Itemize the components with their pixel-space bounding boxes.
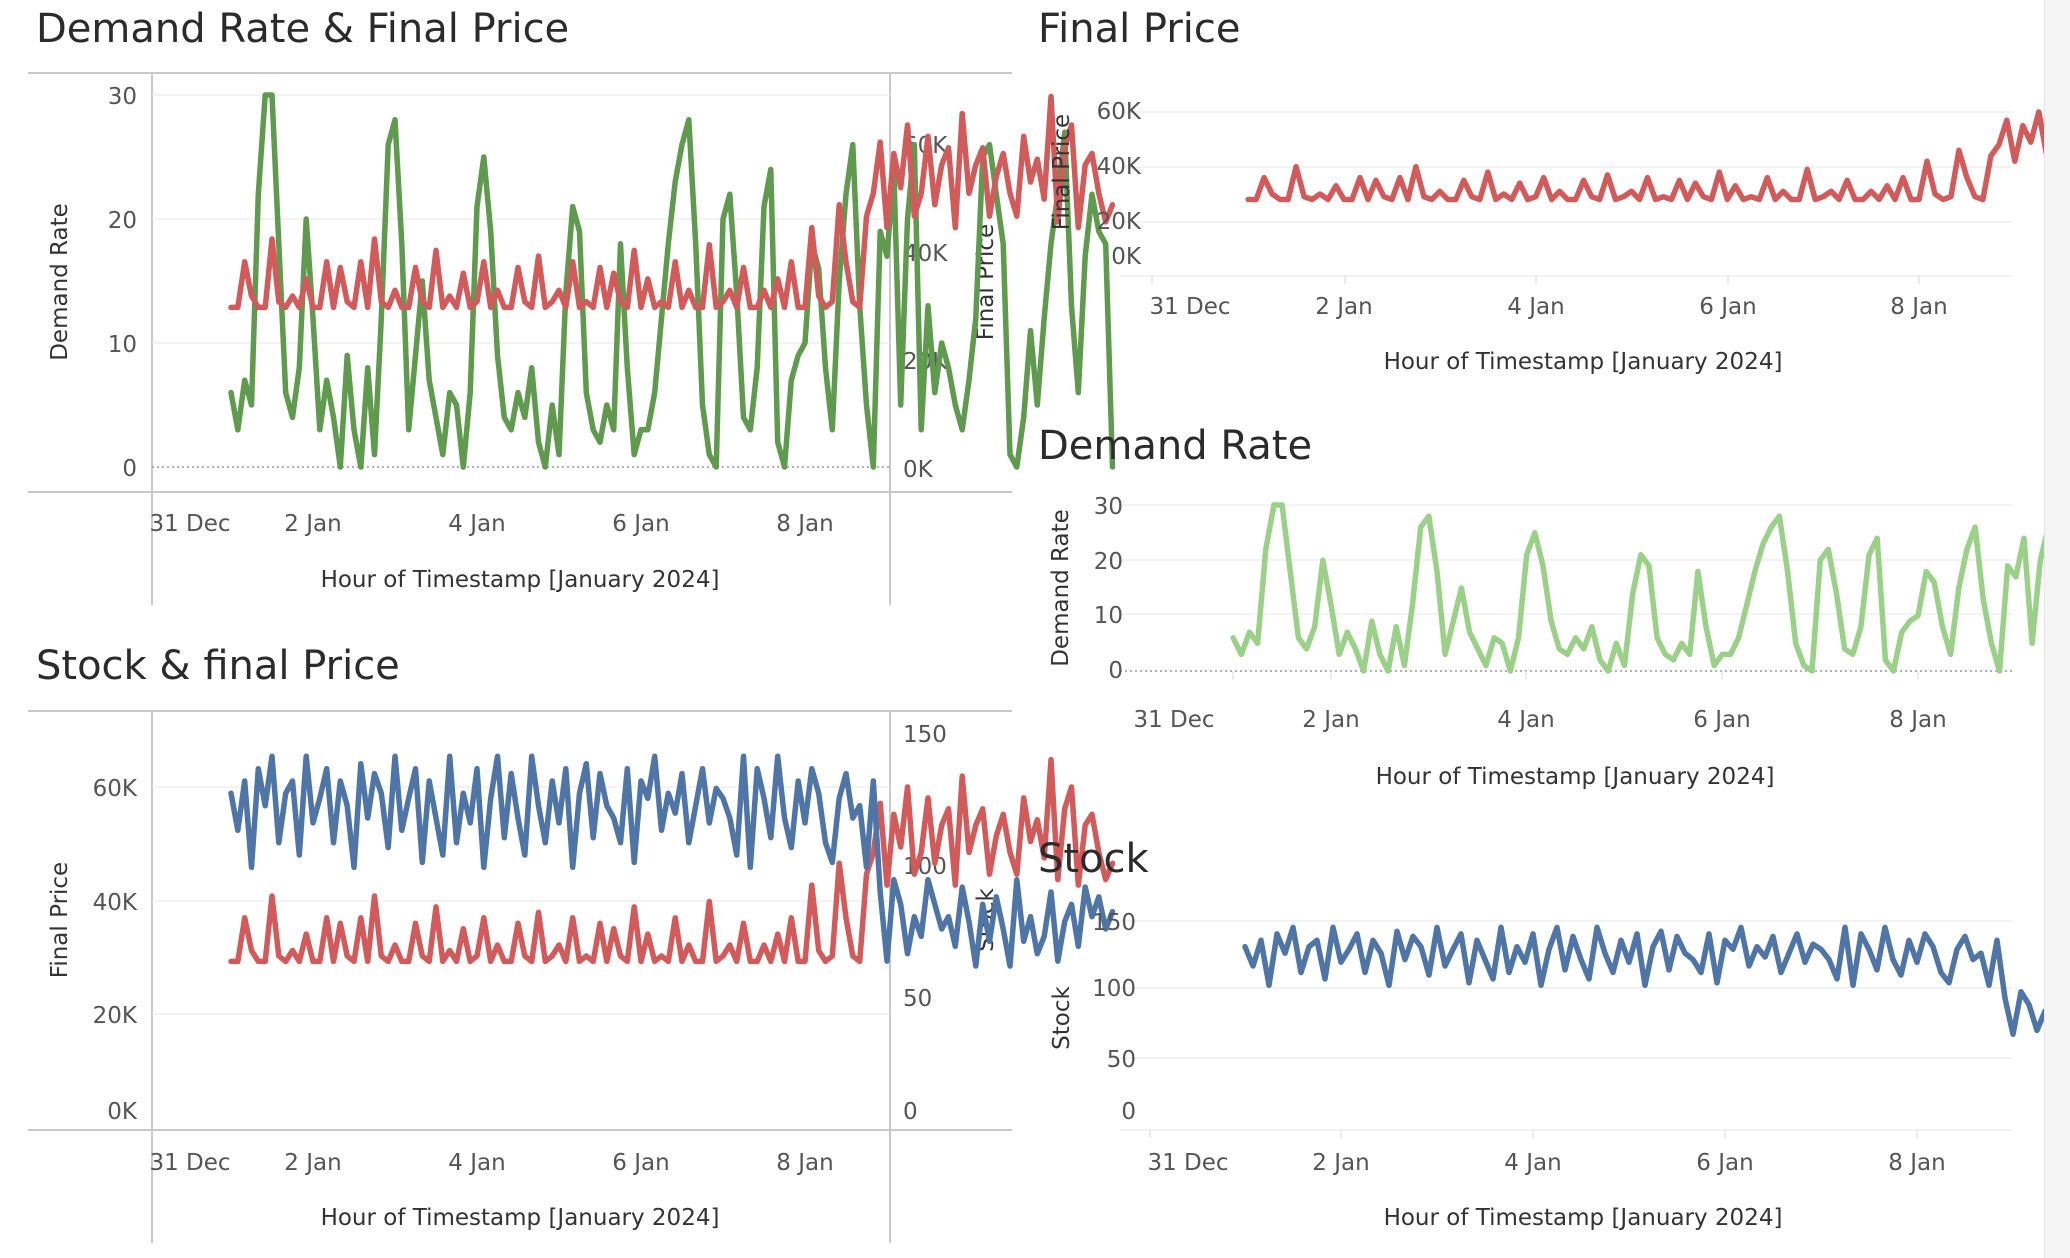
y2-tick-label: 100 [903,854,947,880]
x-tick-label: 6 Jan [612,511,669,537]
y-tick-label: 0 [1121,1099,1136,1125]
chart-final-price: Final Price 60K 40K 20K 0K Final Price 3… [1038,6,2044,375]
x-tick-label: 4 Jan [1497,707,1554,733]
chart-stock: Stock 150 100 50 0 Stock 31 Dec 2 Jan 4 … [1038,836,2044,1231]
y-tick-label: 50 [1107,1047,1136,1073]
y-tick-label: 60K [93,776,138,802]
series-line-stock [1242,924,2044,1037]
chart-title: Demand Rate & Final Price [36,6,569,52]
y-tick-label: 150 [1092,910,1136,936]
y-tick-label: 60K [1097,99,1142,125]
x-tick-label: 31 Dec [1147,1150,1228,1176]
x-tick-label: 31 Dec [149,511,230,537]
series-line-final-price [1245,109,2044,203]
x-tick-label: 6 Jan [1699,294,1756,320]
y-tick-label: 20 [108,208,137,234]
y-tick-label: 40K [93,890,138,916]
grid [1120,920,2012,1138]
chart-demand-rate-final-price: Demand Rate & Final Price 30 20 10 0 60K… [28,6,1116,605]
y-tick-label: 0K [1111,244,1142,270]
series-line-demand-rate [1230,502,2044,674]
y-tick-label: 0 [122,456,137,482]
x-tick-label: 2 Jan [284,511,341,537]
series-line-stock [228,753,1116,969]
x-tick-label: 8 Jan [1890,294,1947,320]
chart-title: Stock [1038,836,1150,882]
y-tick-label: 20 [1094,549,1123,575]
y-axis-label: Final Price [47,862,73,978]
y-tick-label: 0 [1108,658,1123,684]
y-tick-label: 100 [1092,976,1136,1002]
x-tick-label: 8 Jan [776,1150,833,1176]
x-axis-label: Hour of Timestamp [January 2024] [1384,1205,1783,1231]
y2-tick-label: 50 [903,986,932,1012]
x-tick-label: 2 Jan [1312,1150,1369,1176]
x-tick-label: 8 Jan [1888,1150,1945,1176]
x-tick-label: 31 Dec [1133,707,1214,733]
x-axis-label: Hour of Timestamp [January 2024] [321,1205,720,1231]
series-line-demand-rate [228,92,1116,470]
chart-title: Final Price [1038,6,1240,52]
x-tick-label: 6 Jan [612,1150,669,1176]
y-tick-label: 20K [1097,209,1142,235]
chart-title: Stock & final Price [36,643,400,689]
chart-title: Demand Rate [1038,423,1312,469]
y2-tick-label: 0K [903,457,934,483]
y-axis-label: Demand Rate [1048,509,1074,667]
grid [1120,111,2012,284]
x-axis-label: Hour of Timestamp [January 2024] [1376,764,1775,790]
x-tick-label: 2 Jan [1302,707,1359,733]
x-tick-label: 31 Dec [1149,294,1230,320]
y2-tick-label: 150 [903,722,947,748]
chart-stock-final-price: Stock & final Price 60K 40K 20K 0K 150 1… [28,643,1116,1243]
y-tick-label: 10 [1094,603,1123,629]
x-tick-label: 6 Jan [1696,1150,1753,1176]
y-tick-label: 0K [107,1099,138,1125]
x-tick-label: 6 Jan [1693,707,1750,733]
x-tick-label: 4 Jan [1507,294,1564,320]
y-tick-label: 40K [1097,154,1142,180]
scrollbar-track[interactable] [2044,0,2070,1258]
y-tick-label: 10 [108,332,137,358]
x-tick-label: 2 Jan [284,1150,341,1176]
y-axis-label: Stock [1049,985,1075,1049]
x-axis-label: Hour of Timestamp [January 2024] [1384,349,1783,375]
x-tick-label: 2 Jan [1315,294,1372,320]
y-tick-label: 30 [1094,494,1123,520]
y-tick-label: 30 [108,84,137,110]
y2-tick-label: 40K [903,241,948,267]
y-axis-label: Final Price [1049,114,1075,230]
y-tick-label: 20K [93,1003,138,1029]
x-tick-label: 4 Jan [448,511,505,537]
x-tick-label: 8 Jan [1889,707,1946,733]
x-tick-label: 31 Dec [149,1150,230,1176]
x-tick-label: 4 Jan [1504,1150,1561,1176]
y2-tick-label: 0 [903,1099,918,1125]
x-tick-label: 4 Jan [448,1150,505,1176]
chart-demand-rate: Demand Rate 30 20 10 0 Demand Rate 31 De… [1038,423,2044,790]
series-line-final-price [228,757,1116,965]
x-axis-label: Hour of Timestamp [January 2024] [321,567,720,593]
series-line-final-price [228,93,1116,311]
x-tick-label: 8 Jan [776,511,833,537]
y-axis-label: Demand Rate [47,203,73,361]
